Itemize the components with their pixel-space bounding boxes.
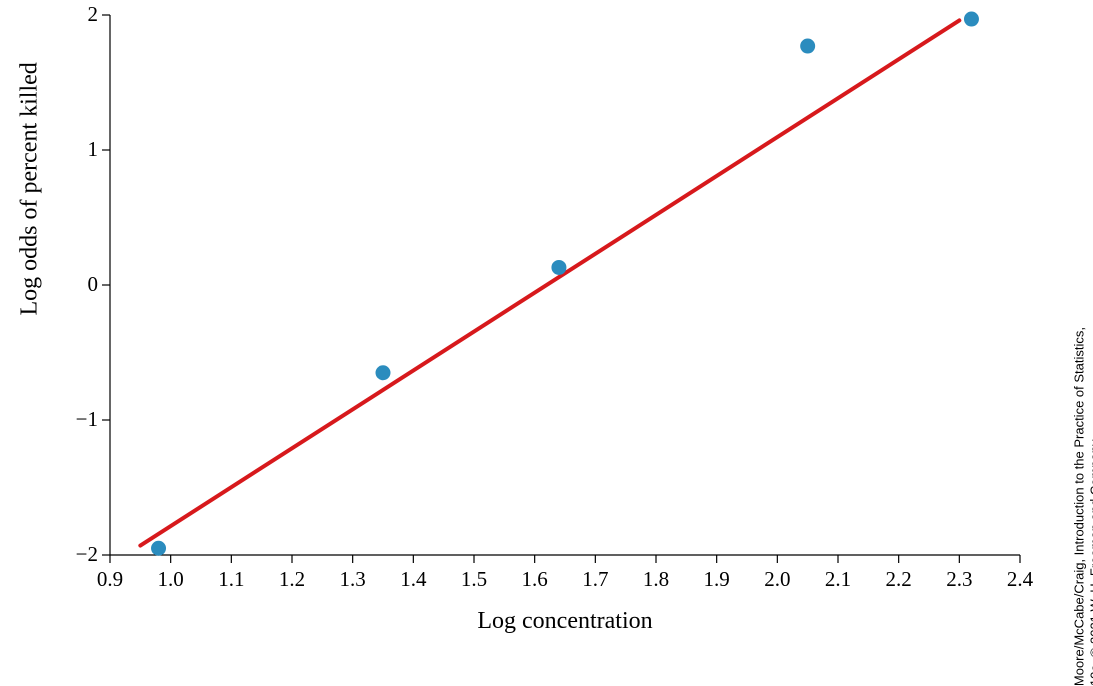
x-tick-label: 2.1 xyxy=(818,567,858,592)
x-tick-label: 1.8 xyxy=(636,567,676,592)
x-tick-label: 1.0 xyxy=(151,567,191,592)
credit-line-1: Moore/McCabe/Craig, Introduction to the … xyxy=(1071,327,1086,686)
x-tick-label: 1.6 xyxy=(515,567,555,592)
x-tick-label: 1.1 xyxy=(211,567,251,592)
credit-text: Moore/McCabe/Craig, Introduction to the … xyxy=(1071,327,1093,686)
scatter-point xyxy=(376,366,390,380)
y-tick-label: 0 xyxy=(88,272,99,297)
y-tick-label: 2 xyxy=(88,2,99,27)
x-tick-label: 1.9 xyxy=(697,567,737,592)
y-tick-label: −2 xyxy=(76,542,98,567)
x-tick-label: 2.0 xyxy=(757,567,797,592)
y-axis-label: Log odds of percent killed xyxy=(17,255,44,315)
scatter-point xyxy=(152,541,166,555)
x-tick-label: 2.4 xyxy=(1000,567,1040,592)
scatter-chart xyxy=(0,0,1093,654)
x-axis-label: Log concentration xyxy=(110,608,1020,635)
credit-line-2: 10e, © 2021 W. H. Freeman and Company xyxy=(1087,440,1093,686)
scatter-point xyxy=(801,39,815,53)
x-tick-label: 1.3 xyxy=(333,567,373,592)
y-tick-label: 1 xyxy=(88,137,99,162)
scatter-point xyxy=(964,12,978,26)
x-tick-label: 0.9 xyxy=(90,567,130,592)
chart-container: Log odds of percent killed Log concentra… xyxy=(0,0,1093,654)
x-tick-label: 1.4 xyxy=(393,567,433,592)
x-tick-label: 2.3 xyxy=(939,567,979,592)
x-tick-label: 2.2 xyxy=(879,567,919,592)
scatter-point xyxy=(552,260,566,274)
fit-line xyxy=(140,20,959,545)
x-tick-label: 1.2 xyxy=(272,567,312,592)
x-tick-label: 1.5 xyxy=(454,567,494,592)
x-tick-label: 1.7 xyxy=(575,567,615,592)
y-tick-label: −1 xyxy=(76,407,98,432)
